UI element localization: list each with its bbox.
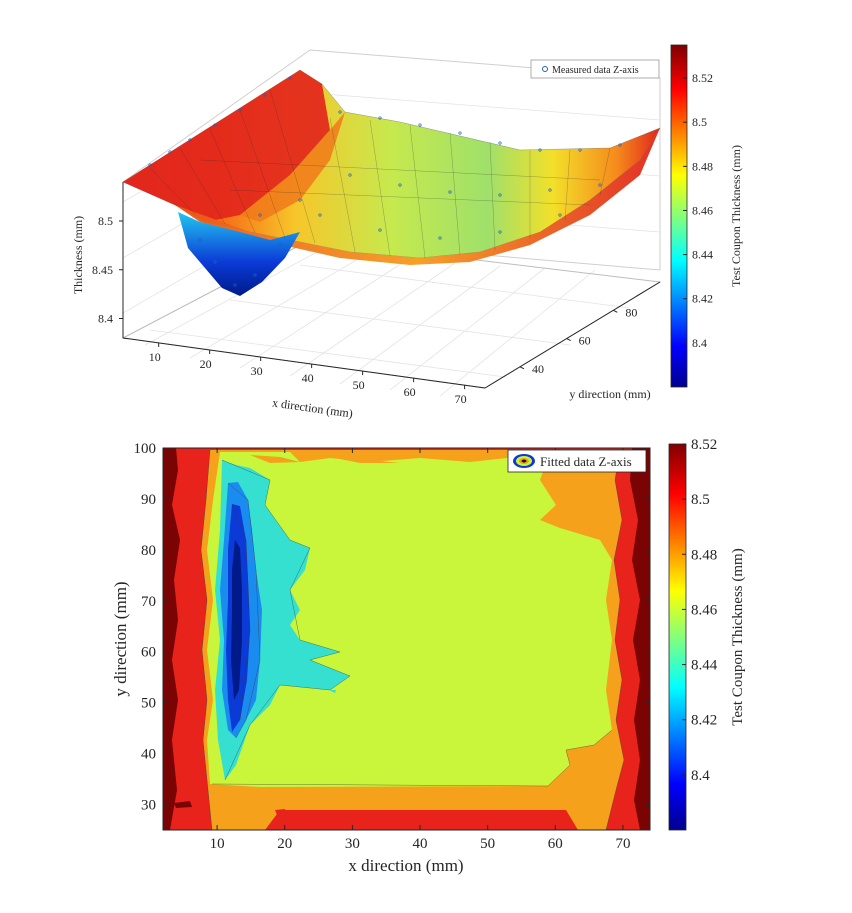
contour-plot: 10 20 30 40 50 60 70 30 40 50 60 70 80 90 100 x direct… bbox=[111, 437, 746, 875]
surface-left-ridge-shade bbox=[240, 112, 345, 222]
z-axis-label-3d: Thickness (mm) bbox=[71, 216, 85, 294]
x-tick-label-3d: 50 bbox=[353, 378, 365, 392]
x-tick-label: 70 bbox=[615, 836, 630, 852]
x-axis-label-3d: x direction (mm) bbox=[271, 395, 353, 420]
x-axis-line-3d bbox=[122, 337, 486, 389]
x-tick-label-3d: 40 bbox=[302, 371, 314, 385]
y-tick-label: 90 bbox=[141, 492, 156, 508]
colorbar-contour-label: Test Coupon Thickness (mm) bbox=[730, 548, 746, 725]
contour-lines bbox=[200, 449, 625, 830]
contour-level-8.52-right bbox=[630, 448, 650, 830]
colorbar-3d-tick-label: 8.4 bbox=[692, 336, 707, 350]
contour-level-8.39 bbox=[231, 540, 242, 700]
x-tick-label-3d: 60 bbox=[404, 385, 416, 399]
z-tick-label-3d: 8.5 bbox=[98, 214, 113, 228]
x-tick-label-3d: 20 bbox=[200, 357, 212, 371]
ticks-contour: 10 20 30 40 50 60 70 30 40 50 60 70 80 90 100 bbox=[134, 441, 650, 852]
contour-spot bbox=[329, 690, 336, 693]
contour-axes-box bbox=[162, 447, 651, 831]
y-tick-label: 50 bbox=[141, 696, 156, 712]
y-axis-label-3d: y direction (mm) bbox=[569, 387, 650, 401]
colorbar-contour-ticks: 8.4 8.42 8.44 8.46 8.48 8.5 8.52 bbox=[682, 437, 718, 784]
y-tick-3d bbox=[519, 366, 525, 370]
y-tick-label: 30 bbox=[141, 798, 156, 814]
measured-points bbox=[148, 76, 622, 287]
y-tick-label: 40 bbox=[141, 747, 156, 763]
colorbar-contour-tick-label: 8.5 bbox=[691, 492, 710, 508]
x-tick-label: 60 bbox=[548, 836, 563, 852]
colorbar-contour-tick-label: 8.44 bbox=[691, 658, 718, 674]
x-tick-label-3d: 30 bbox=[251, 364, 263, 378]
colorbar-contour-tick-label: 8.48 bbox=[691, 547, 717, 563]
x-tick-label: 20 bbox=[277, 836, 292, 852]
colorbar-3d: 8.4 8.42 8.44 8.46 8.48 8.5 8.52 Test Coupon T… bbox=[670, 44, 743, 388]
colorbar-contour-tick-label: 8.4 bbox=[691, 768, 710, 784]
contour-spot-red bbox=[275, 809, 287, 816]
surface-left-ridge bbox=[123, 70, 330, 222]
colorbar-contour-tick-label: 8.42 bbox=[691, 713, 717, 729]
colorbar-3d-tick-label: 8.48 bbox=[692, 159, 713, 173]
ticks-3d: 10 20 30 40 50 60 70 40 60 80 8.4 8.45 8.5 bbox=[92, 214, 637, 406]
z-tick-label-3d: 8.4 bbox=[98, 312, 113, 326]
contour-level-8.52-spot bbox=[174, 801, 192, 808]
legend-contour-icon bbox=[513, 454, 535, 468]
colorbar-3d-tick-label: 8.46 bbox=[692, 203, 713, 217]
legend-label-3d: Measured data Z-axis bbox=[552, 65, 639, 76]
x-tick-label: 30 bbox=[345, 836, 360, 852]
colorbar-contour: 8.4 8.42 8.44 8.46 8.48 8.5 8.52 Test Coupon T… bbox=[668, 437, 746, 831]
y-axis-label: y direction (mm) bbox=[111, 581, 130, 696]
contour-level-8.52-left bbox=[163, 448, 180, 830]
colorbar-3d-tick-label: 8.52 bbox=[692, 71, 713, 85]
y-tick-3d bbox=[613, 309, 618, 313]
x-tick-label-3d: 10 bbox=[149, 350, 161, 364]
y-tick-3d bbox=[566, 338, 571, 341]
y-tick-label-3d: 60 bbox=[579, 334, 591, 348]
y-tick-label-3d: 80 bbox=[625, 305, 637, 319]
colorbar-contour-tick-label: 8.52 bbox=[691, 437, 717, 453]
colorbar-3d-label: Test Coupon Thickness (mm) bbox=[729, 145, 743, 287]
x-tick-label: 40 bbox=[413, 836, 428, 852]
surface-depression bbox=[178, 212, 300, 296]
legend-marker-icon bbox=[542, 66, 548, 72]
colorbar-3d-ticks: 8.4 8.42 8.44 8.46 8.48 8.5 8.52 bbox=[683, 71, 713, 350]
x-axis-label: x direction (mm) bbox=[348, 856, 463, 875]
contour-level-8.46 bbox=[207, 452, 612, 787]
contour-top-islands bbox=[250, 455, 400, 463]
legend-3d: Measured data Z-axis bbox=[530, 59, 660, 79]
colorbar-contour-tick-label: 8.46 bbox=[691, 602, 718, 618]
legend-contour: Fitted data Z-axis bbox=[507, 449, 647, 473]
y-axis-line-3d bbox=[484, 281, 661, 389]
y-tick-label: 60 bbox=[141, 645, 156, 661]
x-tick-label: 10 bbox=[210, 836, 225, 852]
y-tick-label: 100 bbox=[134, 441, 157, 457]
colorbar-3d-tick-label: 8.5 bbox=[692, 115, 707, 129]
surface-mesh bbox=[149, 89, 611, 259]
x-tick-label: 50 bbox=[480, 836, 495, 852]
y-tick-label-3d: 40 bbox=[532, 362, 544, 376]
surface-plot-3d: 10 20 30 40 50 60 70 40 60 80 8.4 8.45 8.5 x directi… bbox=[71, 44, 743, 421]
colorbar-3d-tick-label: 8.42 bbox=[692, 292, 713, 306]
y-tick-label: 80 bbox=[141, 543, 156, 559]
legend-label-contour: Fitted data Z-axis bbox=[540, 454, 632, 469]
z-tick-label-3d: 8.45 bbox=[92, 263, 113, 277]
x-tick-label-3d: 70 bbox=[455, 392, 467, 406]
y-tick-label: 70 bbox=[141, 594, 156, 610]
colorbar-3d-tick-label: 8.44 bbox=[692, 248, 713, 262]
